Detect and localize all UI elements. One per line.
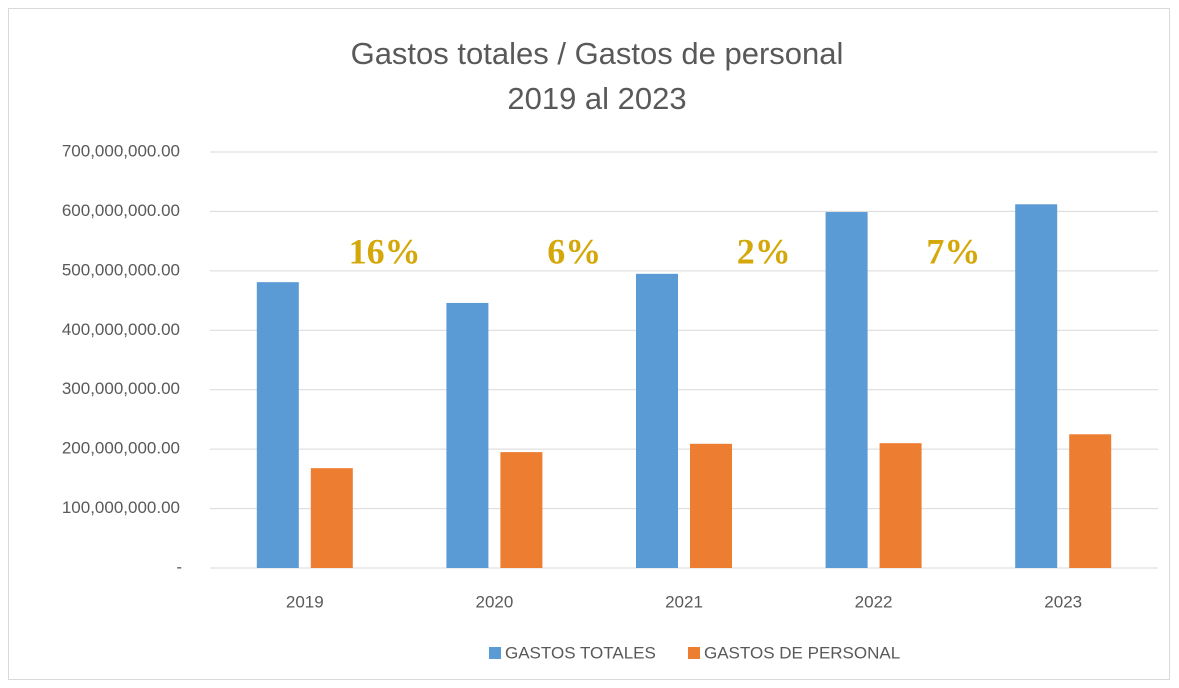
legend-label: GASTOS DE PERSONAL (704, 643, 900, 662)
y-tick-label: 500,000,000.00 (62, 260, 180, 279)
y-tick-label: 700,000,000.00 (62, 141, 180, 160)
x-tick-label: 2022 (855, 592, 893, 611)
bar (1069, 434, 1112, 568)
annotation: 7% (926, 231, 980, 271)
annotation: 6% (547, 231, 601, 271)
legend-swatch (688, 647, 700, 659)
bar (310, 468, 353, 568)
y-tick-label: - (176, 557, 182, 576)
bar (636, 273, 678, 568)
y-tick-label: 300,000,000.00 (62, 379, 180, 398)
bar (256, 282, 299, 568)
bar (446, 302, 489, 568)
bar (1015, 204, 1058, 568)
annotation: 2% (737, 231, 791, 271)
chart-subtitle: 2019 al 2023 (507, 81, 686, 116)
legend-label: GASTOS TOTALES (505, 643, 656, 662)
x-tick-label: 2020 (475, 592, 513, 611)
bar (825, 212, 868, 568)
chart-title: Gastos totales / Gastos de personal (351, 36, 844, 71)
x-tick-label: 2021 (665, 592, 703, 611)
y-tick-label: 200,000,000.00 (62, 439, 180, 458)
x-tick-label: 2019 (286, 592, 324, 611)
y-tick-label: 400,000,000.00 (62, 320, 180, 339)
annotation: 16% (349, 231, 421, 271)
y-tick-label: 100,000,000.00 (62, 498, 180, 517)
bar (690, 443, 732, 568)
x-tick-label: 2023 (1044, 592, 1082, 611)
bar (879, 443, 922, 568)
bar (500, 452, 543, 568)
legend-swatch (489, 647, 501, 659)
y-tick-label: 600,000,000.00 (62, 201, 180, 220)
